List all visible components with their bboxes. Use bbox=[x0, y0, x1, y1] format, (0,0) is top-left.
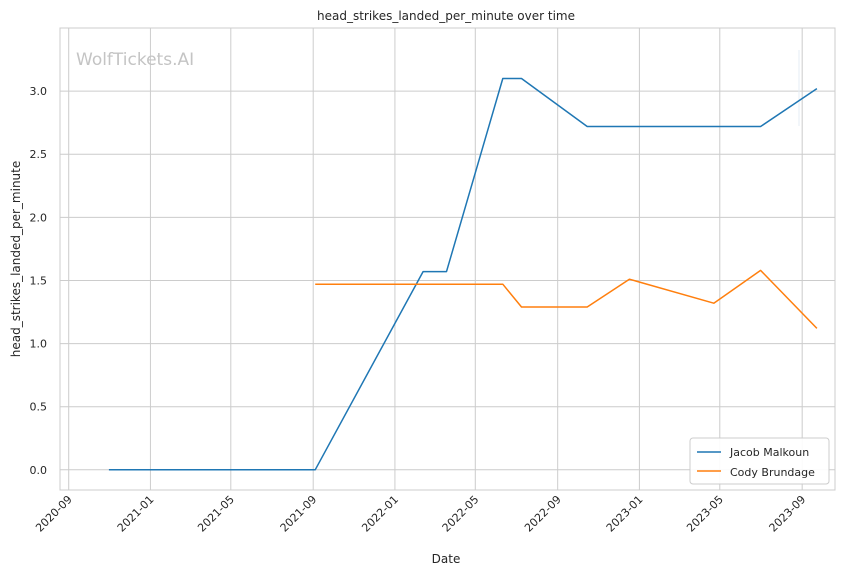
y-tick-label: 0.0 bbox=[30, 464, 48, 477]
y-tick-label: 2.0 bbox=[30, 211, 48, 224]
x-axis-label: Date bbox=[432, 552, 461, 566]
y-axis-label: head_strikes_landed_per_minute bbox=[9, 161, 23, 358]
plot-frame bbox=[59, 27, 836, 491]
y-tick-label: 3.0 bbox=[30, 85, 48, 98]
y-axis-ticks: 0.0 0.5 1.0 1.5 2.0 2.5 3.0 bbox=[30, 85, 48, 477]
y-tick-label: 2.5 bbox=[30, 148, 48, 161]
chart-title: head_strikes_landed_per_minute over time bbox=[317, 9, 575, 23]
legend-label-cody-brundage: Cody Brundage bbox=[730, 466, 815, 479]
y-tick-label: 0.5 bbox=[30, 401, 48, 414]
series-lines bbox=[108, 77, 818, 471]
legend-label-jacob-malkoun: Jacob Malkoun bbox=[729, 446, 809, 459]
series-line-cody-brundage bbox=[315, 269, 818, 329]
watermark-text: WolfTickets.AI bbox=[76, 50, 194, 70]
legend: Jacob Malkoun Cody Brundage bbox=[689, 437, 830, 485]
legend-box bbox=[689, 437, 830, 485]
y-tick-label: 1.0 bbox=[30, 338, 48, 351]
series-line-jacob-malkoun bbox=[108, 77, 818, 471]
y-tick-label: 1.5 bbox=[30, 274, 48, 287]
